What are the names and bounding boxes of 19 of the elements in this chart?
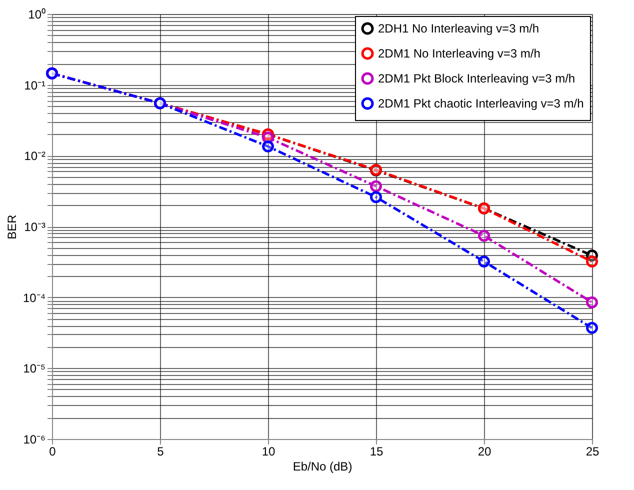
x-tick-label: 10 — [262, 444, 276, 458]
legend-label: 2DH1 No Interleaving v=3 m/h — [378, 22, 540, 36]
y-tick-label: 10⁻² — [24, 149, 46, 164]
legend-label: 2DM1 Pkt Block Interleaving v=3 m/h — [378, 72, 576, 86]
y-tick-label: 10⁰ — [28, 8, 46, 22]
x-tick-label: 5 — [157, 444, 164, 458]
y-tick-label: 10⁻³ — [24, 220, 46, 234]
x-tick-label: 25 — [586, 444, 600, 458]
x-tick-label: 0 — [49, 444, 56, 458]
y-axis-title: BER — [4, 214, 19, 240]
x-tick-label: 15 — [370, 444, 384, 458]
y-tick-label: 10⁻⁶ — [23, 432, 46, 446]
y-tick-label: 10⁻⁵ — [23, 362, 46, 376]
y-tick-label: 10⁻⁴ — [22, 290, 46, 305]
x-tick-label: 20 — [478, 444, 492, 458]
legend-label: 2DM1 Pkt chaotic Interleaving v=3 m/h — [378, 96, 584, 110]
y-tick-label: 10⁻¹ — [24, 78, 46, 92]
legend-label: 2DM1 No Interleaving v=3 m/h — [378, 46, 540, 60]
x-axis-title: Eb/No (dB) — [292, 460, 352, 474]
